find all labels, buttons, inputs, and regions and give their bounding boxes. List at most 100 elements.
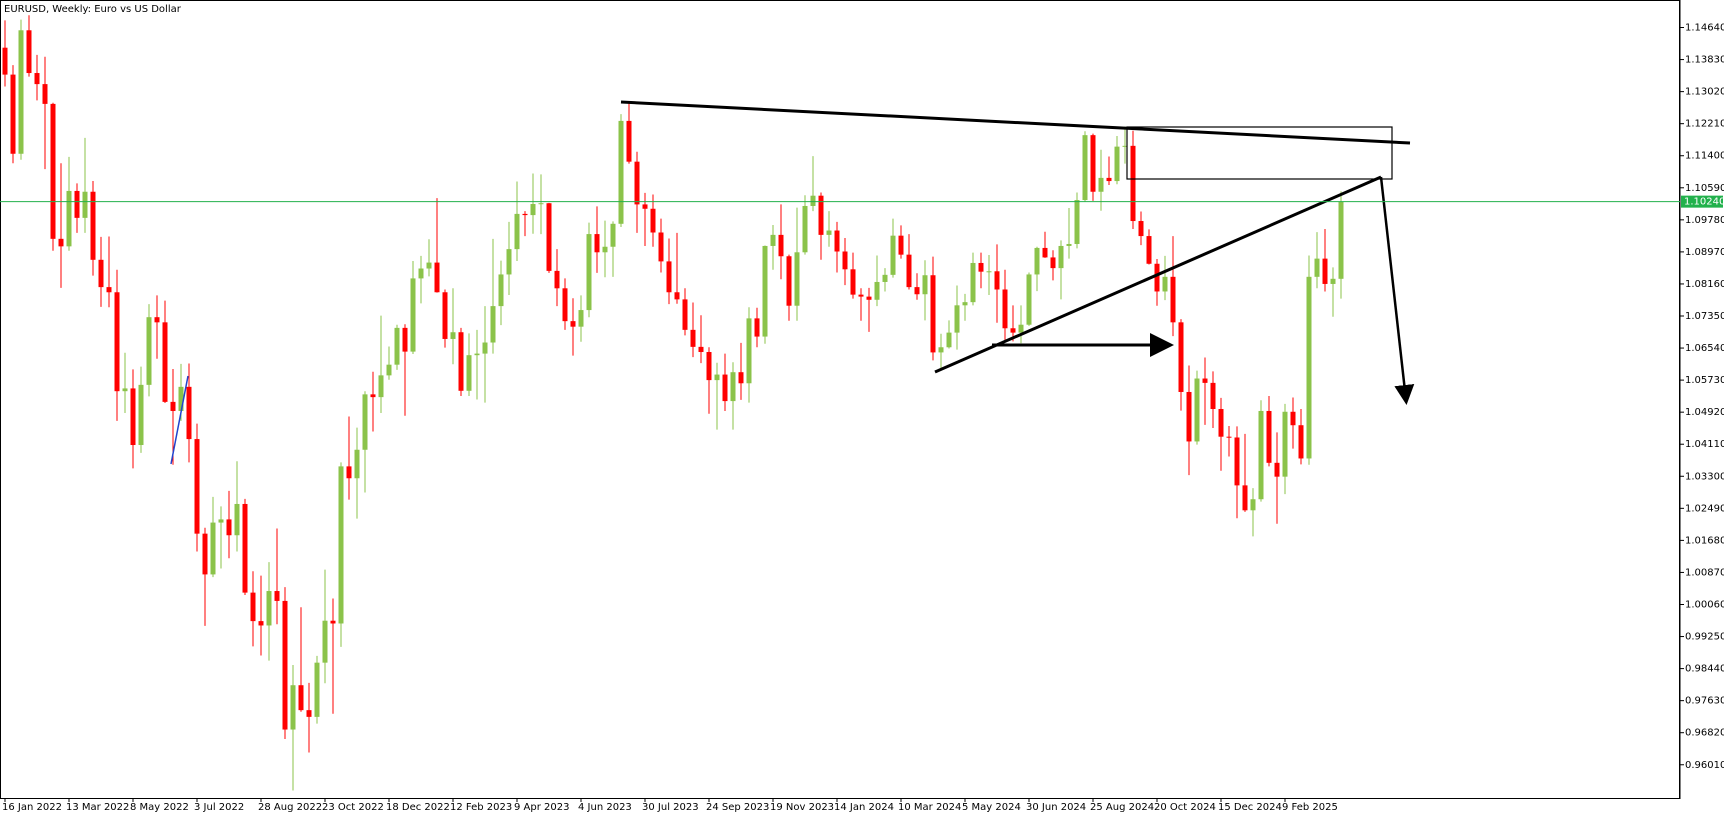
candle-body [410,278,416,352]
candle-body [1114,146,1120,182]
candle-body [882,274,888,282]
candle-body [1042,247,1048,258]
candle-body [738,372,744,384]
candle-body [1226,436,1232,438]
candle-body [586,234,592,311]
candle-body [498,274,504,307]
candle-body [450,332,456,339]
y-tick-label: 1.03300 [1685,471,1724,482]
candle-body [130,388,136,446]
candle-body [1322,258,1328,284]
candle-body [602,246,608,253]
candle-body [162,322,168,402]
candle-body [42,84,48,104]
y-tick-label: 1.01680 [1685,535,1724,546]
candle-body [730,372,736,402]
candle-body [818,195,824,235]
x-tick-label: 19 Nov 2023 [770,802,834,813]
candle-body [802,205,808,253]
candle-body [970,262,976,303]
candle-body [1090,135,1096,192]
candle-body [946,332,952,348]
candle-body [330,620,336,624]
y-tick-label: 1.12210 [1685,119,1724,130]
y-tick-label: 0.96010 [1685,760,1724,771]
x-tick-label: 12 Feb 2023 [450,802,512,813]
candle-body [826,230,832,235]
candle-body [1058,245,1064,269]
y-tick-label: 1.04110 [1685,439,1724,450]
candle-body [474,353,480,356]
candle-body [114,292,120,392]
candle-body [1146,236,1152,264]
candle-body [298,685,304,711]
candle-body [522,213,528,216]
candle-body [794,252,800,306]
candle-body [650,208,656,233]
current-price-box [1681,195,1723,208]
candle-body [66,190,72,247]
candle-body [770,234,776,246]
candle-body [890,235,896,275]
candle-body [642,204,648,209]
candle-body [1314,258,1320,277]
candle-body [866,296,872,300]
candle-body [1202,378,1208,383]
candle-body [10,74,16,154]
candle-body [426,262,432,269]
candle-body [1050,257,1056,269]
candle-body [282,600,288,730]
y-tick-label: 1.07350 [1685,311,1724,322]
candle-body [1122,145,1128,147]
candle-body [1298,425,1304,459]
candle-body [242,503,248,593]
x-tick-label: 9 Feb 2025 [1282,802,1338,813]
plot-frame [0,0,1680,799]
candle-body [722,374,728,402]
x-tick-label: 5 May 2024 [962,802,1021,813]
x-tick-label: 16 Jan 2022 [2,802,62,813]
x-tick-label: 24 Sep 2023 [706,802,769,813]
projection-arrow [1379,176,1415,405]
y-tick-label: 0.98440 [1685,664,1724,675]
candle-body [1330,278,1336,284]
candle-body [698,346,704,353]
drawings [170,100,1415,465]
y-tick-label: 1.02490 [1685,503,1724,514]
supply-zone [1126,126,1393,180]
candle-body [346,466,352,479]
y-tick-label: 1.05730 [1685,375,1724,386]
x-tick-label: 10 Mar 2024 [898,802,961,813]
candle-body [154,317,160,323]
candle-body [1002,289,1008,329]
y-tick-label: 1.06540 [1685,343,1724,354]
y-tick-label: 0.99250 [1685,632,1724,643]
candle-body [1098,177,1104,192]
candle-body [778,234,784,257]
candle-body [1106,177,1112,182]
y-tick-label: 1.04920 [1685,407,1724,418]
x-tick-label: 20 Oct 2024 [1154,802,1216,813]
candle-body [626,120,632,162]
candle-body [186,386,192,440]
candle-body [578,310,584,327]
resistance-trendline [620,100,1411,145]
y-tick-label: 1.08160 [1685,279,1724,290]
candle-body [546,203,552,271]
candle-body [1186,391,1192,442]
candle-body [762,245,768,337]
candle-body [914,287,920,295]
x-tick-label: 30 Jul 2023 [642,802,699,813]
candle-body [34,73,40,85]
y-tick-label: 1.13020 [1685,87,1724,98]
candle-body [74,190,80,218]
y-tick-label: 1.00060 [1685,599,1724,610]
candle-body [306,710,312,717]
candle-body [354,449,360,479]
candle-body [554,270,560,289]
candle-body [146,317,152,385]
candle-body [1258,410,1264,500]
candle-body [874,281,880,300]
candles [2,15,1344,791]
y-tick-label: 1.11400 [1685,151,1724,162]
